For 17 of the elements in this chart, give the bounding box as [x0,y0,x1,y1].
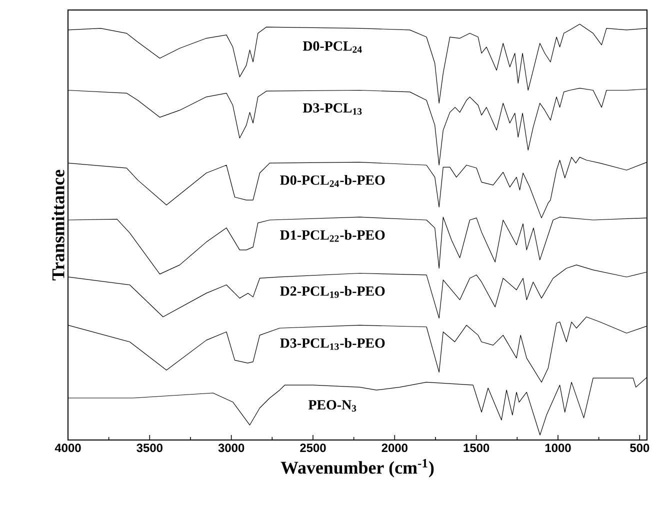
x-tick-label: 2500 [300,444,326,452]
series-label: D1-PCL$_{22}$-b-PEO [280,230,385,242]
series-label: D0-PCL$_{24}$ [302,41,362,53]
series-label: PEO-N$_{3}$ [308,400,356,412]
x-tick-label: 2000 [382,444,408,452]
x-tick-label: 4000 [54,444,81,452]
x-tick-label: 3000 [218,444,244,452]
y-axis-title: Transmittance [52,170,64,280]
series-label: D0-PCL$_{24}$-b-PEO [280,174,385,187]
x-tick-label: 1500 [464,444,490,452]
x-tick-label: 1000 [545,444,571,452]
x-axis-title: Wavenumber (cm$^{-1}$) [280,459,434,478]
series-label: D3-PCL$_{13}$-b-PEO [280,338,385,350]
x-tick-label: 3500 [136,444,162,452]
x-tick-label: 500 [630,444,650,452]
series-label: D2-PCL$_{19}$-b-PEO [280,286,385,298]
series-label: D3-PCL$_{13}$ [302,103,362,115]
